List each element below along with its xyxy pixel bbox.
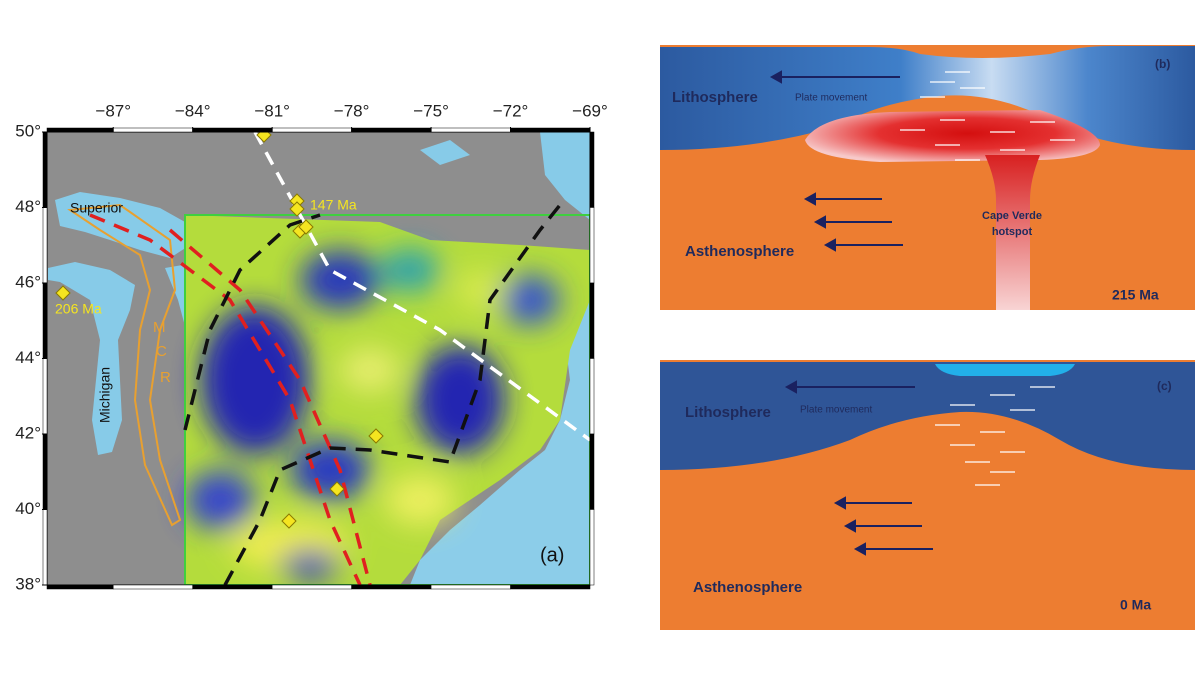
frame-bar xyxy=(589,509,595,586)
lake-michigan xyxy=(48,262,135,455)
hotspot-label: hotspot xyxy=(992,226,1033,238)
mcr-outline xyxy=(67,203,182,527)
dashes xyxy=(900,71,1075,161)
panel-label: (b) xyxy=(1155,57,1170,71)
panel-c: Lithosphere Plate movement (c) Asthenosp… xyxy=(660,360,1195,630)
lat-tick-label: 38° xyxy=(15,574,41,593)
mcr-letter: R xyxy=(160,369,171,386)
age-label: 147 Ma xyxy=(310,197,357,213)
frame-bar xyxy=(42,282,48,359)
lon-tick-label: −75° xyxy=(413,101,449,120)
arrow-label: Plate movement xyxy=(795,93,867,104)
frame-bar xyxy=(46,584,114,590)
frame-bar xyxy=(430,127,511,133)
age-label: 206 Ma xyxy=(55,301,102,317)
sample-sites xyxy=(55,132,384,529)
frame-bar xyxy=(192,584,273,590)
map: Superior Michigan 206 Ma 147 Ma M C R (a… xyxy=(47,132,590,585)
plume-stem xyxy=(985,155,1040,310)
frame-bar xyxy=(112,584,193,590)
place-label: Superior xyxy=(70,200,123,216)
lon-tick-label: −69° xyxy=(572,101,608,120)
track-red xyxy=(89,213,362,585)
arrow-label: Plate movement xyxy=(800,405,872,416)
arrows xyxy=(784,380,933,556)
mcr-letter: C xyxy=(156,343,167,360)
frame-bar xyxy=(42,509,48,586)
frame-bar xyxy=(589,131,595,208)
frame-bar xyxy=(42,207,48,284)
frame-bar xyxy=(351,127,432,133)
mcr-letter: M xyxy=(153,319,166,336)
lon-tick-label: −81° xyxy=(254,101,290,120)
water xyxy=(540,132,590,220)
lat-tick-label: 44° xyxy=(15,348,41,367)
lat-tick-label: 50° xyxy=(15,121,41,140)
track-black xyxy=(183,213,321,431)
frame-bar xyxy=(42,433,48,510)
age-label: 215 Ma xyxy=(1112,287,1159,303)
layer-label: Asthenosphere xyxy=(685,243,794,260)
anomaly-field xyxy=(184,214,590,585)
frame-bars xyxy=(42,127,595,590)
track-black xyxy=(223,203,562,585)
axis-labels: −87° −84° −81° −78° −75° −72° −69° 50° 48° 46° 44°… xyxy=(15,101,608,593)
lat-tick-label: 46° xyxy=(15,272,41,291)
age-label: 0 Ma xyxy=(1120,597,1151,613)
lon-tick-label: −72° xyxy=(493,101,529,120)
frame-bar xyxy=(510,127,591,133)
frame-bar xyxy=(589,358,595,435)
frame-bar xyxy=(42,358,48,435)
panel-b: Lithosphere Plate movement (b) Asthenosp… xyxy=(660,45,1195,310)
frame-bar xyxy=(42,131,48,208)
place-label: Michigan xyxy=(97,367,113,423)
frame-bar xyxy=(192,127,273,133)
track-red xyxy=(168,228,372,585)
frame-bar xyxy=(351,584,432,590)
frame-bar xyxy=(271,584,352,590)
lat-tick-label: 48° xyxy=(15,197,41,216)
frame-bar xyxy=(430,584,511,590)
water xyxy=(420,140,470,165)
lon-tick-label: −87° xyxy=(95,101,131,120)
basin xyxy=(935,364,1075,376)
arrows xyxy=(769,70,903,252)
panel-label: (c) xyxy=(1157,379,1172,393)
frame-bar xyxy=(589,207,595,284)
ocean xyxy=(410,280,590,585)
frame-bar xyxy=(589,433,595,510)
layer-label: Asthenosphere xyxy=(693,579,802,596)
dashes xyxy=(935,386,1055,486)
lat-tick-label: 42° xyxy=(15,423,41,442)
panel-label: (a) xyxy=(540,544,564,566)
frame-bar xyxy=(112,127,193,133)
layer-label: Lithosphere xyxy=(672,89,758,106)
lat-tick-label: 40° xyxy=(15,499,41,518)
frame-bar xyxy=(589,282,595,359)
frame-bar xyxy=(271,127,352,133)
lon-tick-label: −78° xyxy=(334,101,370,120)
lon-tick-label: −84° xyxy=(175,101,211,120)
frame-bar xyxy=(46,127,114,133)
plume-head xyxy=(805,110,1100,162)
layer-label: Lithosphere xyxy=(685,404,771,421)
frame-bar xyxy=(510,584,591,590)
hotspot-label: Cape Verde xyxy=(982,210,1042,222)
